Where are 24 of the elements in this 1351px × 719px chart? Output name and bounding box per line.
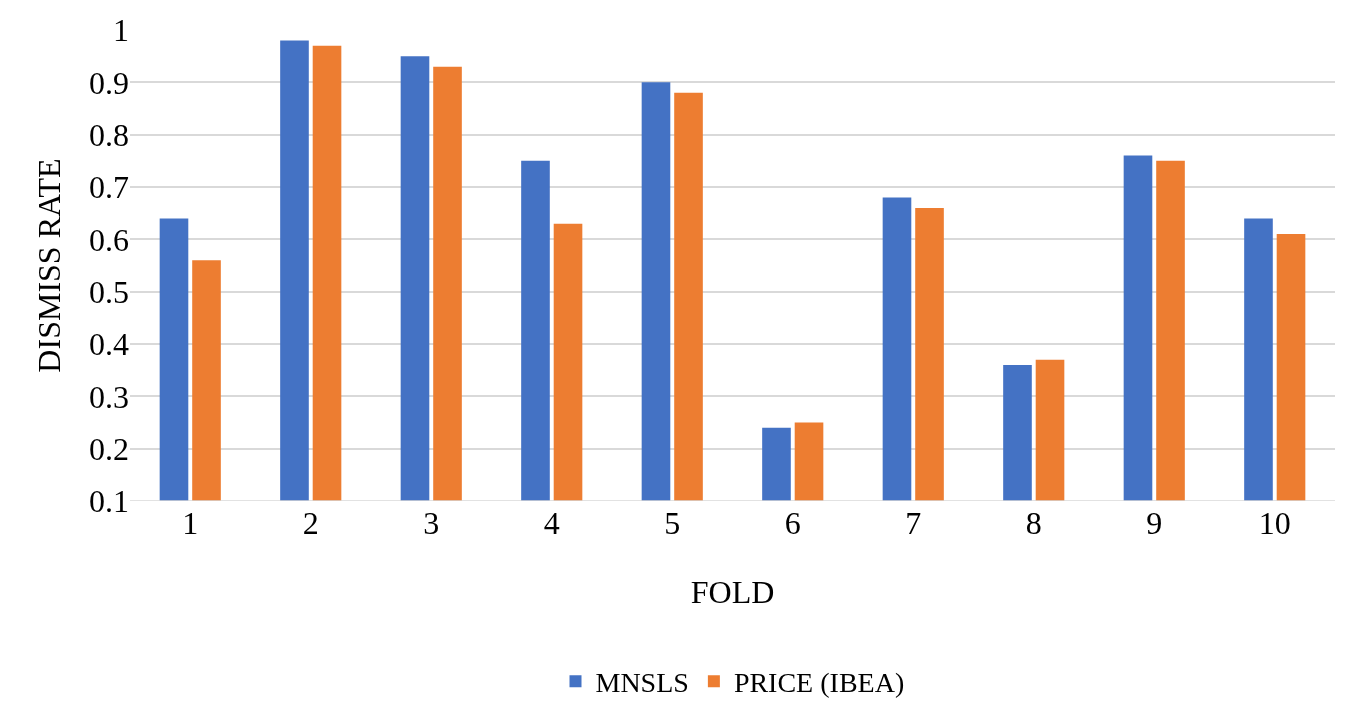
x-tick-label: 2 [302,505,319,541]
x-tick-label: 10 [1258,505,1291,541]
x-tick-label: 1 [182,505,199,541]
x-tick-label: 4 [543,505,560,541]
y-tick-label: 0.2 [89,430,129,467]
y-tick-label: 0.8 [89,116,129,153]
y-tick-label: 0.3 [89,378,129,415]
x-tick-label: 7 [905,505,922,541]
y-tick-label: 0.6 [89,221,129,258]
x-tick-label: 9 [1146,505,1163,541]
x-tick-label: 5 [664,505,681,541]
y-tick-label: 0.5 [89,273,129,310]
y-tick-label: 0.9 [89,64,129,101]
y-tick-label: 0.7 [89,169,129,206]
y-axis-title: DISMISS RATE [31,158,68,373]
y-tick-label: 0.1 [89,483,129,520]
legend-label: PRICE (IBEA) [733,667,905,699]
x-tick-label: 6 [784,505,801,541]
x-tick-label: 8 [1025,505,1042,541]
x-tick-label: 3 [423,505,440,541]
legend-label: MNSLS [595,667,689,699]
y-tick-label: 1 [113,12,129,49]
y-tick-label: 0.4 [89,326,129,363]
x-axis-title: FOLD [690,573,775,610]
